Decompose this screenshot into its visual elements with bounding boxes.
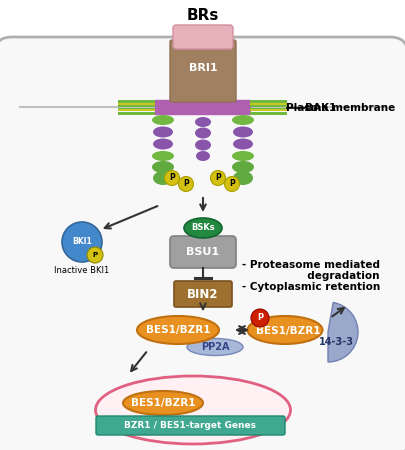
Circle shape — [251, 309, 269, 327]
Text: P: P — [257, 314, 263, 323]
Ellipse shape — [233, 171, 253, 185]
Text: P: P — [215, 174, 221, 183]
Ellipse shape — [152, 161, 174, 173]
Text: 14-3-3: 14-3-3 — [318, 337, 354, 347]
Text: BKI1: BKI1 — [72, 238, 92, 247]
Bar — [118, 109, 155, 111]
Ellipse shape — [195, 127, 211, 139]
Ellipse shape — [196, 151, 210, 161]
Bar — [250, 100, 287, 103]
Circle shape — [211, 171, 226, 185]
Ellipse shape — [153, 126, 173, 138]
Ellipse shape — [152, 115, 174, 125]
Circle shape — [224, 176, 239, 192]
Bar — [118, 103, 155, 104]
Bar — [155, 100, 250, 114]
Text: BRI1: BRI1 — [189, 63, 217, 73]
Text: BIN2: BIN2 — [187, 288, 219, 301]
Text: P: P — [229, 180, 235, 189]
Circle shape — [164, 171, 179, 185]
Text: BSU1: BSU1 — [186, 247, 220, 257]
Text: P: P — [92, 252, 98, 258]
Ellipse shape — [232, 115, 254, 125]
Text: P: P — [183, 180, 189, 189]
Text: BES1/BZR1: BES1/BZR1 — [131, 398, 195, 408]
Bar — [250, 109, 287, 111]
Ellipse shape — [195, 140, 211, 150]
Ellipse shape — [153, 139, 173, 149]
Text: - Cytoplasmic retention: - Cytoplasmic retention — [242, 282, 380, 292]
FancyBboxPatch shape — [170, 236, 236, 268]
FancyBboxPatch shape — [0, 37, 405, 450]
Text: - Proteasome mediated: - Proteasome mediated — [242, 260, 380, 270]
Ellipse shape — [195, 117, 211, 127]
FancyBboxPatch shape — [174, 281, 232, 307]
Text: degradation: degradation — [301, 271, 380, 281]
Text: BZR1 / BES1-target Genes: BZR1 / BES1-target Genes — [124, 421, 256, 430]
Text: BES1/BZR1: BES1/BZR1 — [256, 326, 320, 336]
Text: BSKs: BSKs — [191, 224, 215, 233]
Ellipse shape — [152, 151, 174, 161]
Text: P: P — [169, 174, 175, 183]
Ellipse shape — [247, 316, 322, 344]
FancyBboxPatch shape — [96, 416, 285, 435]
Bar — [250, 108, 287, 111]
Ellipse shape — [233, 126, 253, 138]
Text: PP2A: PP2A — [201, 342, 229, 352]
Wedge shape — [328, 302, 358, 362]
Bar — [250, 103, 287, 104]
Ellipse shape — [187, 338, 243, 356]
Ellipse shape — [96, 376, 290, 444]
Ellipse shape — [233, 139, 253, 149]
Circle shape — [179, 176, 194, 192]
Ellipse shape — [232, 161, 254, 173]
FancyBboxPatch shape — [173, 25, 233, 49]
Circle shape — [87, 247, 103, 263]
Bar — [118, 108, 155, 111]
Ellipse shape — [184, 218, 222, 238]
Bar — [118, 100, 155, 103]
Bar — [118, 104, 155, 107]
Text: BES1/BZR1: BES1/BZR1 — [146, 325, 210, 335]
Bar — [250, 112, 287, 114]
Text: Plasma membrane: Plasma membrane — [286, 103, 395, 113]
Bar — [118, 112, 155, 114]
Bar — [250, 104, 287, 107]
Ellipse shape — [123, 391, 203, 415]
FancyBboxPatch shape — [170, 40, 236, 102]
Circle shape — [62, 222, 102, 262]
Ellipse shape — [137, 316, 219, 344]
Text: Inactive BKI1: Inactive BKI1 — [54, 266, 110, 275]
Ellipse shape — [232, 151, 254, 161]
Ellipse shape — [153, 171, 173, 185]
Text: BAK1: BAK1 — [305, 103, 336, 113]
Text: BRs: BRs — [187, 8, 219, 22]
